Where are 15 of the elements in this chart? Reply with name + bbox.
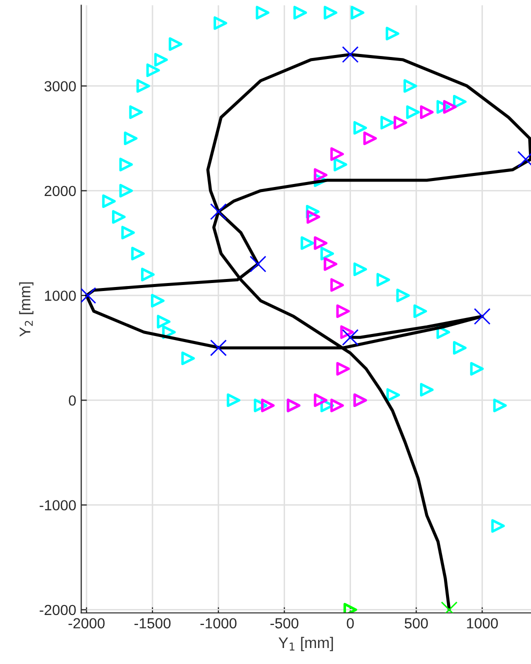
y-tick-label: 3000 (44, 81, 76, 92)
x-tick-label: -1000 (200, 618, 236, 628)
y-tick-label: -1000 (40, 500, 76, 510)
x-tick-label: 1000 (467, 618, 498, 628)
y-tick-label: -2000 (40, 604, 76, 616)
y-tick-label: 0 (68, 395, 76, 406)
y-axis-title: Y$_{2}$ [mm] (19, 282, 34, 337)
x-tick-label: 500 (404, 618, 428, 628)
x-axis-title: Y$_{1}$ [mm] (278, 636, 333, 652)
x-tick-label: -2000 (68, 618, 105, 628)
x-tick-label: -1500 (134, 618, 171, 628)
x-tick-label: 0 (346, 618, 354, 628)
y-tick-label: 2000 (44, 186, 76, 196)
y-tick-label: 1000 (45, 290, 76, 301)
x-tick-label: -500 (270, 618, 298, 628)
